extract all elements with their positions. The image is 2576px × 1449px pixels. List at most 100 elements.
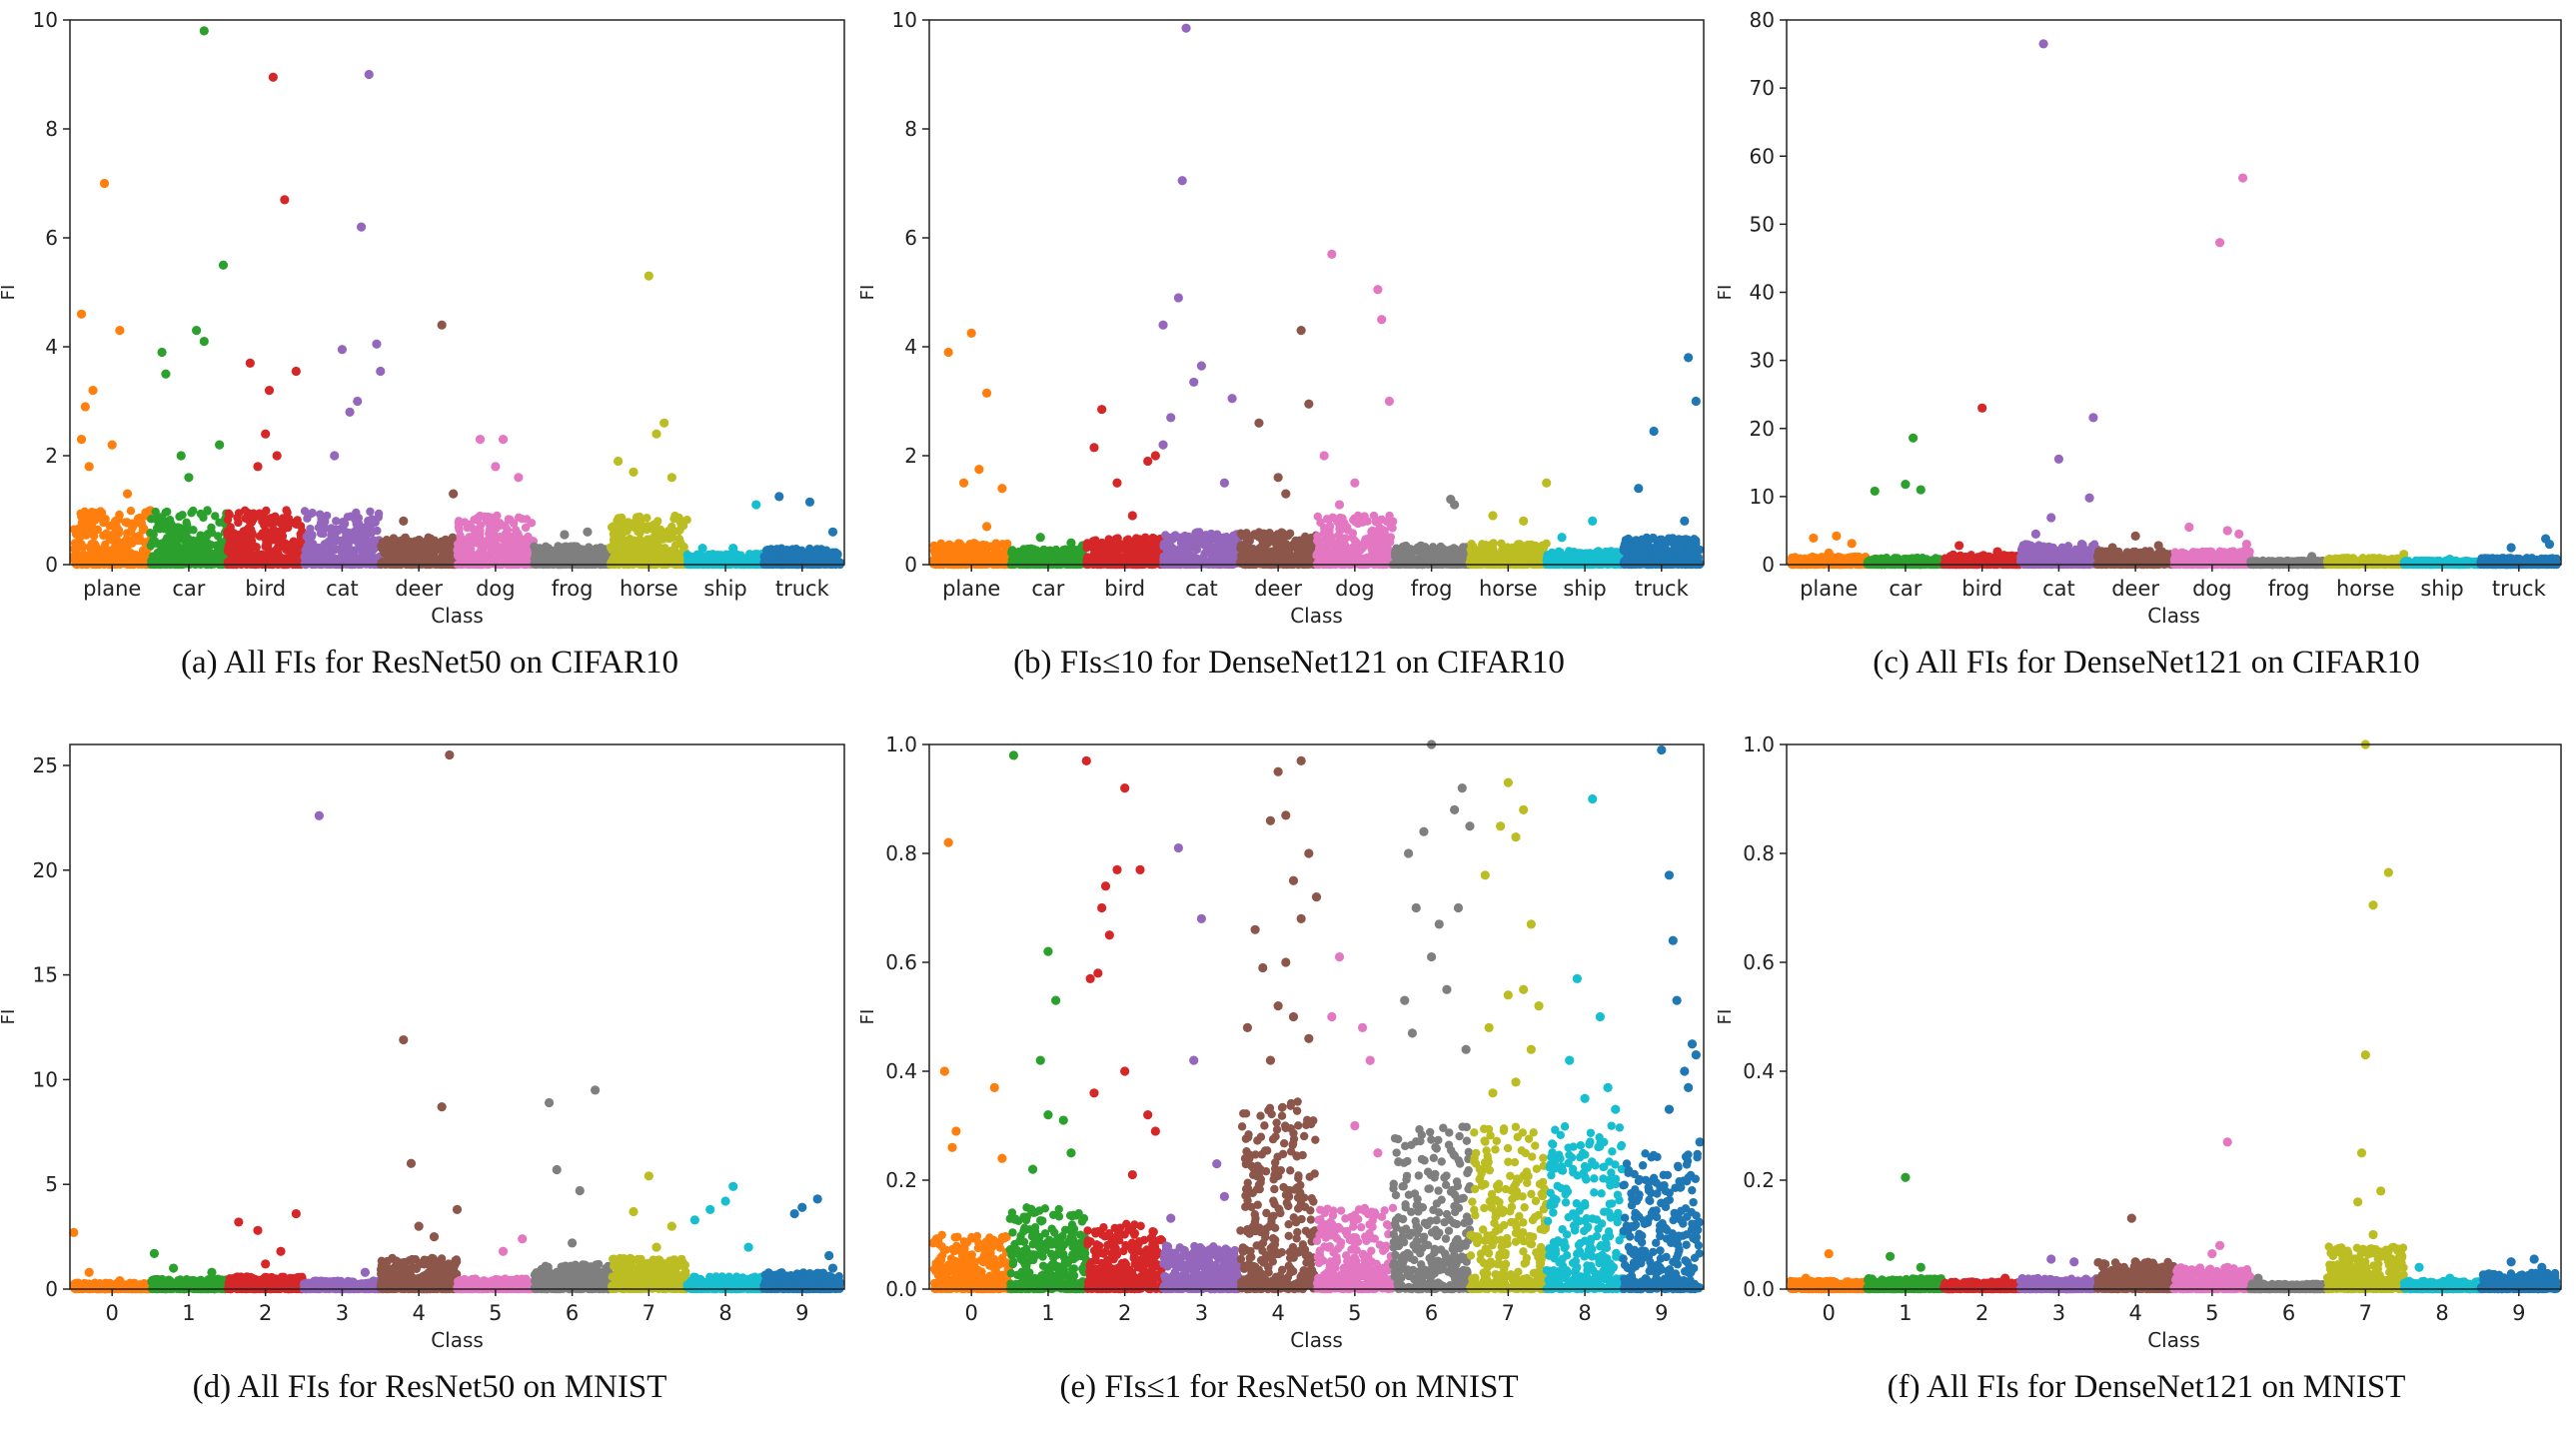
bulk-point	[664, 534, 674, 544]
x-tick-label-a-7: horse	[620, 577, 678, 601]
bulk-point	[198, 539, 207, 549]
bulk-point	[341, 544, 350, 553]
data-point-a-frog-0	[583, 527, 593, 537]
data-point-b-cat-2	[1173, 293, 1183, 303]
bulk-point	[591, 546, 600, 556]
data-point-b-bird-3	[1112, 478, 1122, 488]
bulk-point	[1134, 552, 1144, 561]
bulk-point	[541, 542, 551, 552]
bulk-point	[76, 526, 85, 535]
data-point-a-car-7	[215, 440, 225, 450]
bulk-point	[189, 544, 198, 553]
bulk-point	[99, 518, 108, 528]
bulk-point	[655, 526, 664, 535]
bulk-point	[1125, 552, 1134, 561]
bulk-point	[1304, 542, 1313, 551]
y-tick-label-b-1: 2	[904, 444, 917, 468]
bulk-point	[383, 552, 393, 562]
bulk-point	[308, 508, 317, 518]
bulk-point	[644, 547, 653, 557]
data-point-b-cat-8	[1158, 440, 1168, 450]
bulk-point	[1179, 544, 1189, 553]
data-point-b-car-0	[1035, 533, 1045, 543]
bulk-point	[1202, 536, 1211, 545]
bulk-point	[1150, 542, 1159, 551]
data-point-a-bird-2	[245, 358, 255, 368]
data-point-a-dog-3	[514, 473, 524, 483]
bulk-point	[821, 546, 831, 555]
bulk-point	[1291, 536, 1300, 546]
y-tick-label-a-0: 0	[45, 553, 58, 577]
bulk-point	[1132, 545, 1142, 554]
bulk-point	[359, 523, 369, 532]
bulk-point	[126, 527, 136, 537]
bulk-point	[189, 506, 198, 516]
bulk-point	[234, 509, 244, 518]
series-a-cat	[300, 69, 386, 570]
bulk-point	[72, 542, 82, 552]
bulk-point	[262, 531, 271, 540]
data-point-a-truck-2	[827, 527, 838, 537]
data-point-a-plane-4	[88, 386, 98, 396]
data-point-a-car-4	[192, 326, 202, 336]
bulk-point	[675, 517, 685, 527]
bulk-point	[252, 543, 261, 552]
bulk-point	[1192, 545, 1202, 555]
data-point-a-plane-3	[80, 402, 90, 412]
data-point-b-cat-6	[1227, 394, 1237, 404]
bulk-point	[1067, 546, 1077, 556]
bulk-point	[223, 515, 233, 525]
bulk-point	[495, 548, 504, 558]
series-a-frog	[530, 527, 616, 570]
x-tick-label-a-9: truck	[775, 577, 830, 601]
y-tick-label-a-1: 2	[45, 444, 58, 468]
data-point-a-car-6	[176, 451, 186, 461]
bulk-point	[179, 551, 188, 560]
bulk-point	[495, 521, 504, 531]
bulk-point	[626, 534, 635, 544]
data-point-a-cat-7	[330, 451, 340, 461]
bulk-point	[97, 545, 106, 554]
bulk-point	[135, 531, 144, 541]
bulk-point	[646, 522, 655, 531]
data-point-b-plane-1	[966, 328, 976, 338]
bulk-point	[171, 526, 181, 535]
bulk-point	[1281, 540, 1291, 549]
bulk-point	[1007, 546, 1016, 556]
bulk-point	[1200, 549, 1209, 559]
data-point-a-plane-1	[99, 178, 110, 189]
data-point-a-bird-7	[253, 462, 263, 472]
bulk-point	[398, 554, 407, 563]
data-point-b-cat-5	[1189, 377, 1199, 388]
bulk-point	[563, 546, 573, 555]
data-point-a-cat-4	[376, 366, 386, 377]
bulk-point	[490, 538, 500, 547]
bulk-point	[670, 511, 679, 521]
bulk-point	[366, 507, 375, 517]
data-point-a-car-8	[184, 473, 194, 483]
bulk-point	[337, 538, 346, 547]
bulk-point	[482, 537, 491, 546]
bulk-point	[321, 546, 330, 555]
data-point-a-horse-1	[659, 418, 669, 428]
bulk-point	[1178, 555, 1188, 564]
bulk-point	[682, 516, 691, 525]
data-point-a-deer-1	[449, 489, 459, 499]
bulk-point	[1108, 547, 1117, 557]
bulk-point	[471, 526, 481, 535]
bulk-point	[80, 515, 89, 524]
caption-a: (a) All FIs for ResNet50 on CIFAR10	[180, 645, 679, 681]
bulk-point	[69, 525, 79, 534]
bulk-point	[1082, 543, 1091, 553]
bulk-point	[186, 537, 195, 546]
bulk-point	[670, 541, 680, 550]
bulk-point	[82, 531, 91, 540]
bulk-point	[527, 519, 537, 528]
bulk-point	[402, 547, 412, 557]
data-point-a-plane-6	[107, 440, 117, 450]
data-point-a-ship-0	[751, 500, 761, 510]
data-point-b-plane-2	[981, 388, 992, 398]
data-point-b-bird-5	[1150, 451, 1160, 461]
